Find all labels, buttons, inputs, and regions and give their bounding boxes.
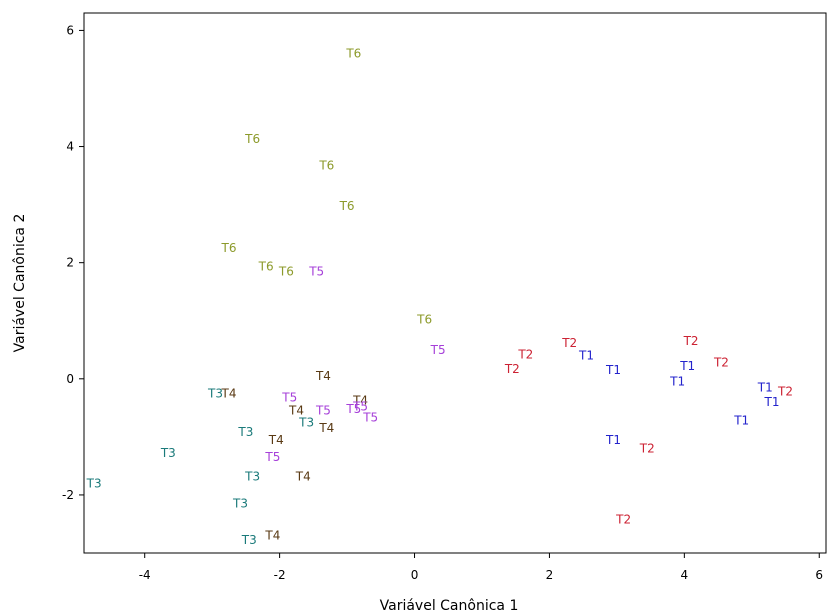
data-point-t5: T5 xyxy=(352,400,368,414)
data-point-t6: T6 xyxy=(244,132,260,146)
data-point-t1: T1 xyxy=(605,433,621,447)
data-point-t5: T5 xyxy=(281,390,297,404)
data-point-t3: T3 xyxy=(241,533,257,547)
x-axis: -4 -2 0 2 4 6 xyxy=(139,553,823,582)
data-point-t1: T1 xyxy=(578,349,594,363)
y-tick-label: 4 xyxy=(66,140,74,154)
data-point-t3: T3 xyxy=(237,425,253,439)
data-point-t4: T4 xyxy=(221,386,237,400)
data-point-t4: T4 xyxy=(288,404,304,418)
x-tick-label: 0 xyxy=(411,568,419,582)
y-tick-label: 0 xyxy=(66,372,74,386)
data-point-t3: T3 xyxy=(232,497,248,511)
data-point-t5: T5 xyxy=(264,450,280,464)
data-point-t2: T2 xyxy=(517,347,533,361)
data-point-t3: T3 xyxy=(244,469,260,483)
data-point-t3: T3 xyxy=(160,446,176,460)
x-axis-title: Variável Canônica 1 xyxy=(380,598,519,614)
data-points: T1T1T1T1T1T1T1T1T2T2T2T2T2T2T2T2T3T3T3T3… xyxy=(86,47,793,548)
data-point-t4: T4 xyxy=(352,393,368,407)
x-tick-label: 4 xyxy=(681,568,689,582)
data-point-t3: T3 xyxy=(298,415,314,429)
data-point-t2: T2 xyxy=(639,441,655,455)
data-point-t3: T3 xyxy=(207,386,223,400)
data-point-t5: T5 xyxy=(345,402,361,416)
data-point-t4: T4 xyxy=(295,469,311,483)
x-tick-label: -4 xyxy=(139,568,151,582)
data-point-t6: T6 xyxy=(318,159,334,173)
data-point-t6: T6 xyxy=(416,313,432,327)
data-point-t2: T2 xyxy=(713,356,729,370)
data-point-t4: T4 xyxy=(318,421,334,435)
plot-frame xyxy=(83,12,827,554)
y-tick-label: 6 xyxy=(66,23,74,37)
data-point-t6: T6 xyxy=(258,260,274,274)
data-point-t5: T5 xyxy=(430,343,446,357)
x-tick-label: 6 xyxy=(815,568,823,582)
data-point-t4: T4 xyxy=(315,369,331,383)
data-point-t4: T4 xyxy=(264,529,280,543)
data-point-t5: T5 xyxy=(308,264,324,278)
data-point-t1: T1 xyxy=(669,375,685,389)
data-point-t5: T5 xyxy=(315,404,331,418)
data-point-t6: T6 xyxy=(339,199,355,213)
data-point-t1: T1 xyxy=(605,363,621,377)
x-tick-label: -2 xyxy=(274,568,286,582)
y-axis-title: Variável Canônica 2 xyxy=(12,214,28,353)
data-point-t3: T3 xyxy=(86,476,102,490)
x-tick-label: 2 xyxy=(546,568,554,582)
y-tick-label: -2 xyxy=(62,488,74,502)
data-point-t5: T5 xyxy=(362,411,378,425)
y-tick-label: 2 xyxy=(66,256,74,270)
data-point-t6: T6 xyxy=(345,47,361,61)
data-point-t2: T2 xyxy=(683,334,699,348)
data-point-t1: T1 xyxy=(733,414,749,428)
y-axis: -2 0 2 4 6 xyxy=(62,23,84,502)
data-point-t2: T2 xyxy=(504,362,520,376)
data-point-t1: T1 xyxy=(757,381,773,395)
data-point-t1: T1 xyxy=(679,359,695,373)
data-point-t4: T4 xyxy=(268,433,284,447)
data-point-t6: T6 xyxy=(221,241,237,255)
data-point-t6: T6 xyxy=(278,264,294,278)
data-point-t2: T2 xyxy=(777,385,793,399)
data-point-t2: T2 xyxy=(561,336,577,350)
data-point-t2: T2 xyxy=(615,512,631,526)
data-point-t1: T1 xyxy=(764,395,780,409)
